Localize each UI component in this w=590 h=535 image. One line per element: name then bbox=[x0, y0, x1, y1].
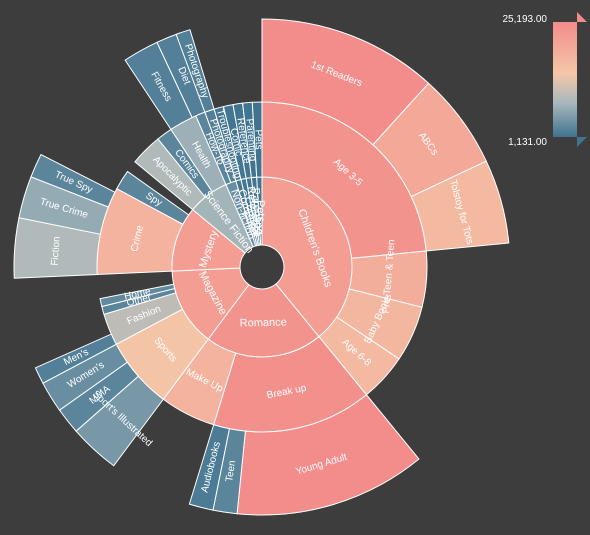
label-romance: Romance bbox=[240, 316, 287, 329]
color-scale-min-label: 1,131.00 bbox=[508, 137, 547, 148]
color-scale-max-marker[interactable] bbox=[577, 12, 587, 22]
color-scale-max-label: 25,193.00 bbox=[503, 14, 548, 25]
label-pets: Pets bbox=[254, 200, 267, 223]
segment-spy[interactable] bbox=[116, 170, 190, 225]
label-teen: Teen bbox=[224, 460, 238, 483]
label-parenting: Parenting bbox=[243, 118, 258, 162]
segment-pets[interactable] bbox=[251, 101, 263, 178]
label-fiction: Fiction bbox=[49, 236, 62, 266]
segment-true-spy[interactable] bbox=[30, 153, 116, 208]
segment-men-s[interactable] bbox=[34, 333, 117, 384]
color-scale-bar bbox=[553, 22, 577, 137]
sunburst-rings bbox=[13, 18, 510, 516]
label-pets: Pets bbox=[252, 129, 264, 149]
segment-home[interactable] bbox=[99, 283, 176, 308]
color-scale-legend: 25,193.00 1,131.00 bbox=[503, 12, 587, 148]
color-scale-min-marker[interactable] bbox=[577, 137, 587, 147]
label-parenting: Parenting bbox=[249, 187, 265, 235]
segment-tolstoy-for-tots[interactable] bbox=[410, 160, 510, 252]
